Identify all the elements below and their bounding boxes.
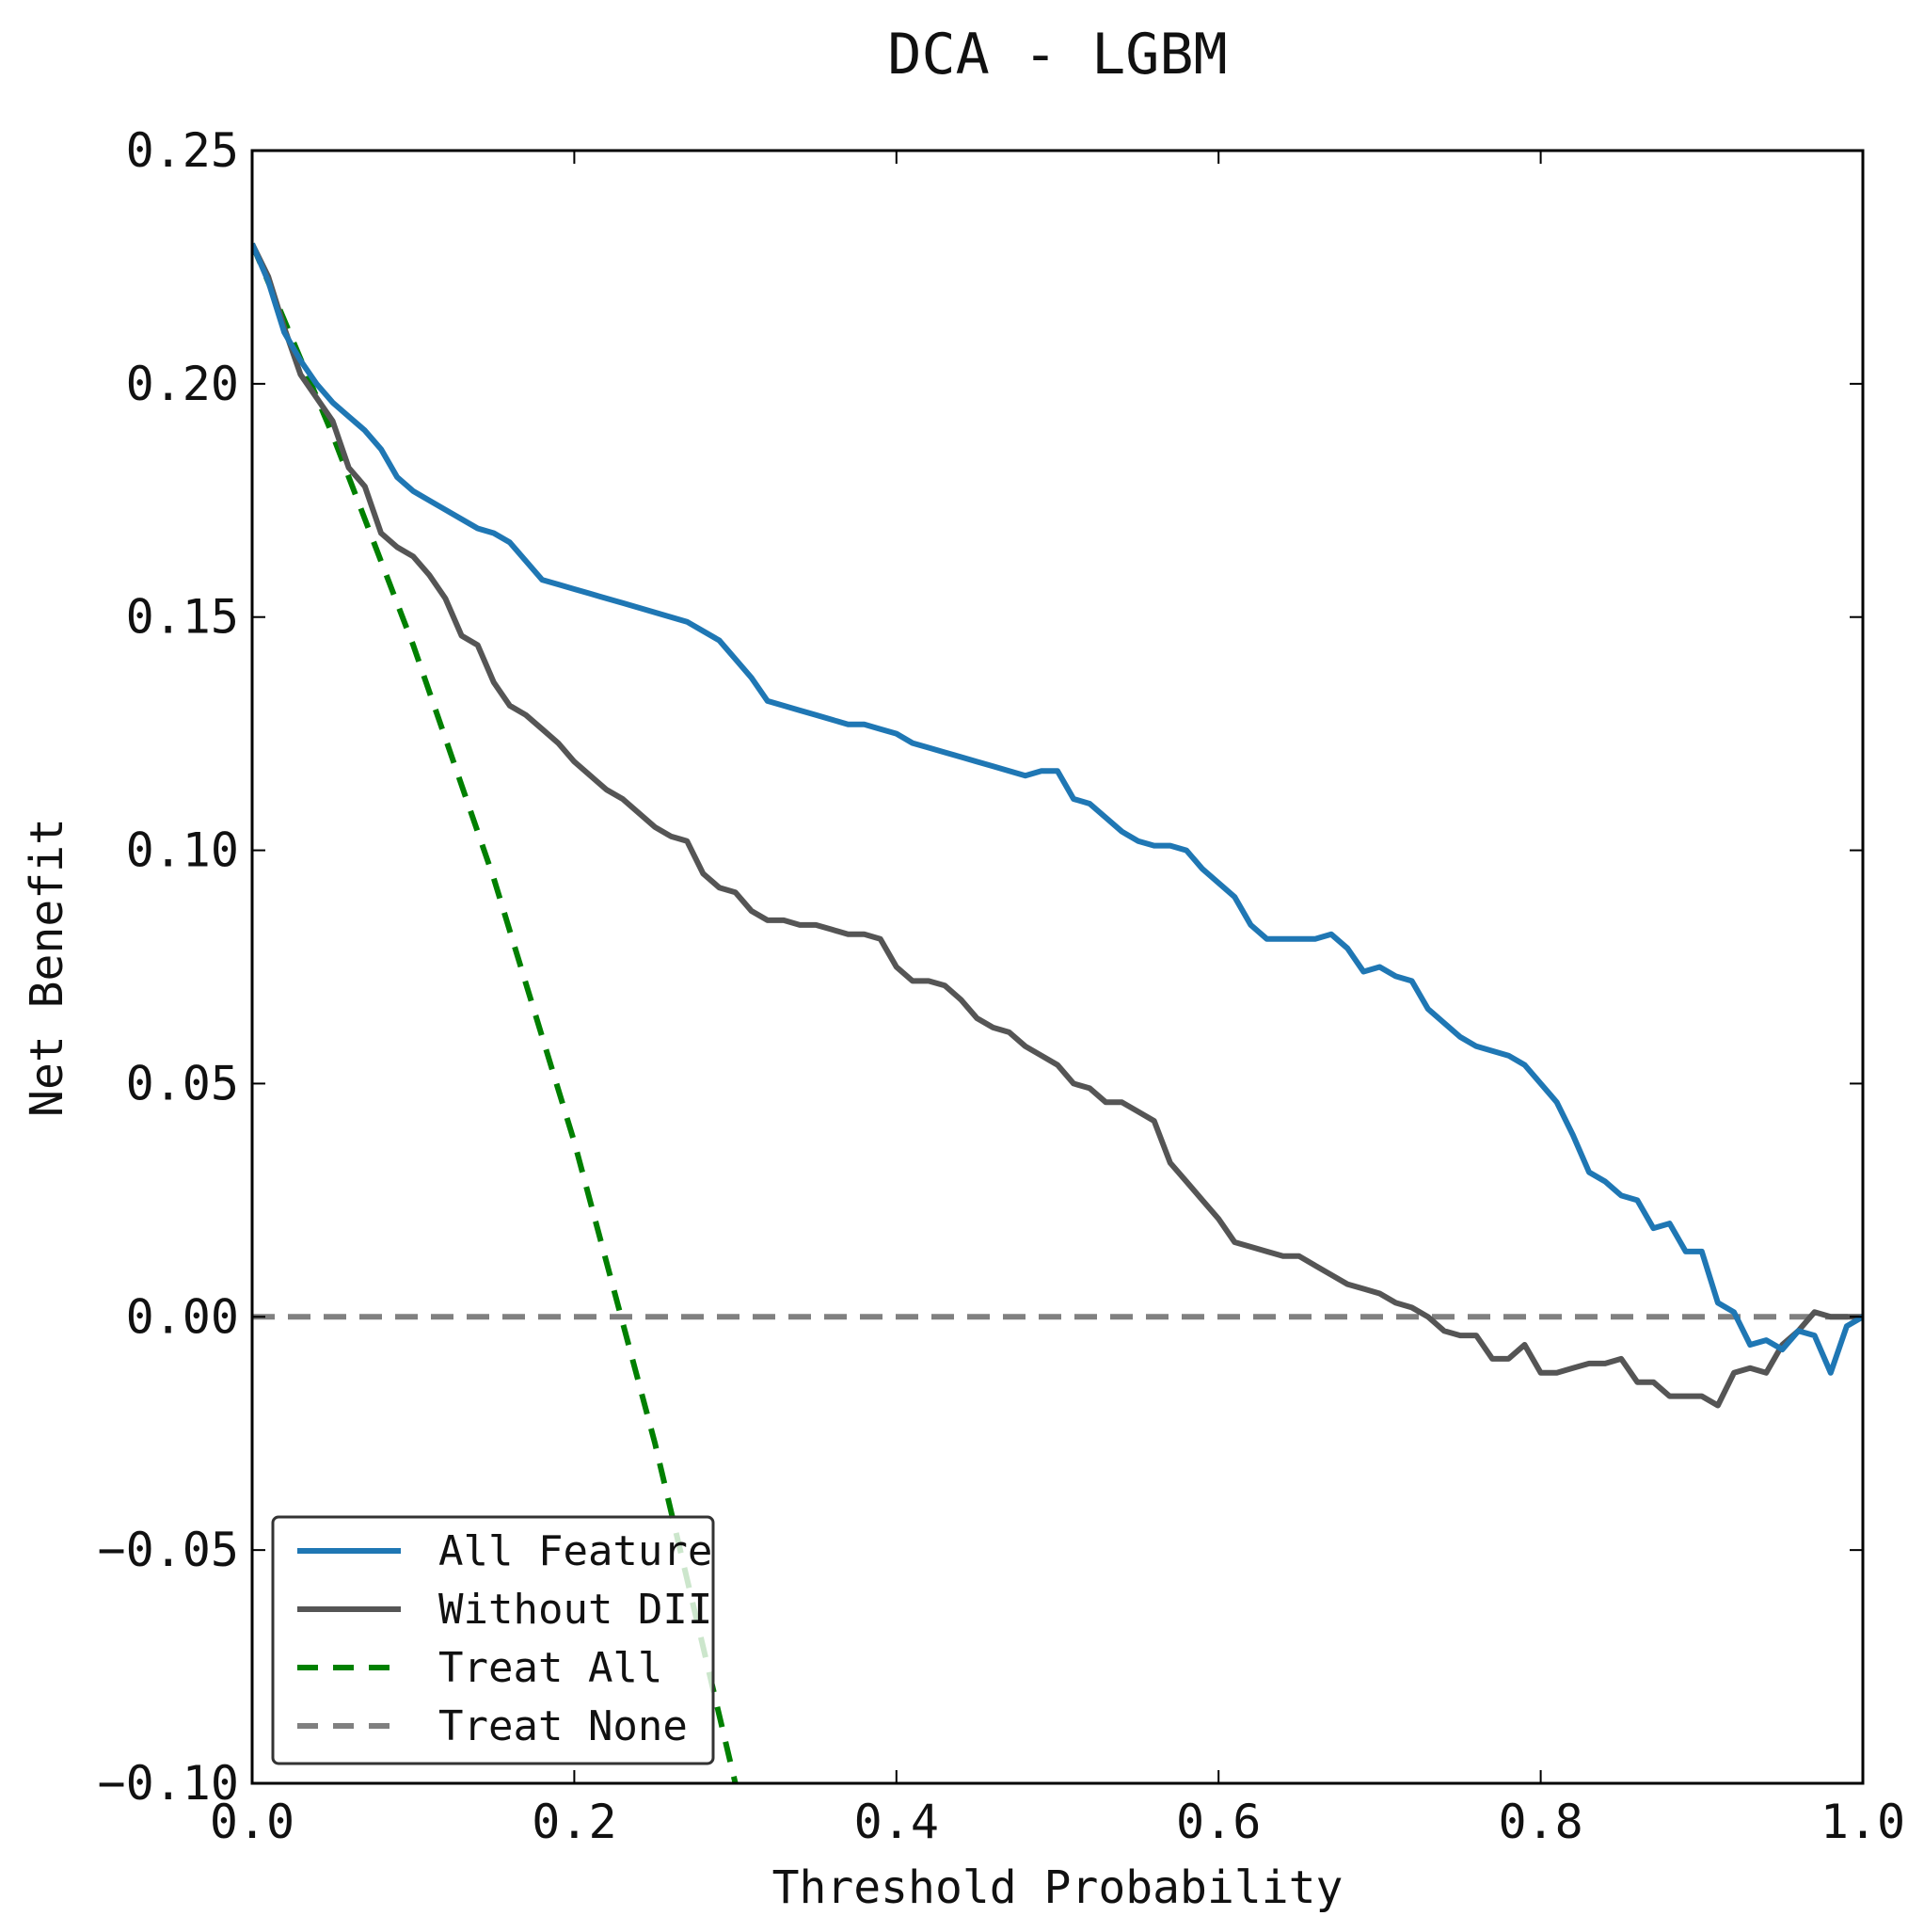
series-line-treat-all <box>252 242 739 1783</box>
x-tick-label: 0.6 <box>1176 1795 1261 1849</box>
legend-label-without-dii: Without DII <box>438 1586 712 1634</box>
legend-label-all-feature: All Feature <box>438 1527 712 1575</box>
y-tick-label: −0.05 <box>97 1523 239 1577</box>
y-tick-label: 0.00 <box>126 1289 239 1344</box>
series-line-all-feature <box>252 242 1863 1376</box>
x-axis-label: Threshold Probability <box>772 1861 1344 1914</box>
x-tick-label: 0.4 <box>854 1795 939 1849</box>
y-tick-label: 0.10 <box>126 823 239 878</box>
x-tick-label: 0.2 <box>532 1795 616 1849</box>
x-tick-label: 1.0 <box>1821 1795 1905 1849</box>
legend-label-treat-all: Treat All <box>438 1644 662 1692</box>
y-axis-label: Net Benefit <box>21 818 73 1117</box>
legend-label-treat-none: Treat None <box>438 1702 688 1750</box>
legend-box <box>271 1515 715 1765</box>
series-layer <box>252 242 1863 1783</box>
ticks-layer: 0.0 0.2 0.4 0.6 0.8 1.0 −0.10 −0.05 0.00 0.05 0.10… <box>97 123 1905 1849</box>
y-tick-label: 0.05 <box>126 1056 239 1110</box>
x-tick-label: 0.8 <box>1498 1795 1582 1849</box>
x-tick-label: 0.0 <box>210 1795 294 1849</box>
legend: All Feature Without DII Treat All Treat Non… <box>271 1515 715 1765</box>
y-tick-label: 0.15 <box>126 590 239 645</box>
y-tick-label: 0.20 <box>126 357 239 411</box>
series-line-without-dii <box>252 242 1863 1409</box>
plot-frame <box>250 149 1865 1785</box>
chart-title: DCA - LGBM <box>887 22 1227 88</box>
y-tick-label: 0.25 <box>126 123 239 178</box>
y-tick-label: −0.10 <box>97 1756 239 1811</box>
